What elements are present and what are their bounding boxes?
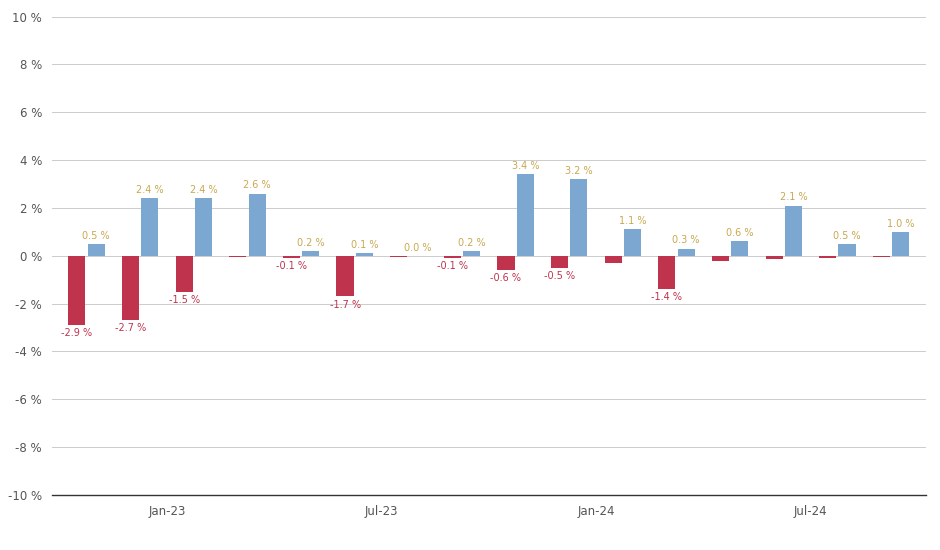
Bar: [195, 199, 212, 256]
Bar: [497, 256, 514, 270]
Bar: [390, 256, 407, 257]
Bar: [838, 244, 855, 256]
Text: -1.4 %: -1.4 %: [651, 293, 682, 303]
Text: 2.4 %: 2.4 %: [136, 185, 164, 195]
Text: 0.5 %: 0.5 %: [833, 230, 861, 241]
Bar: [69, 256, 86, 325]
Bar: [785, 206, 802, 256]
Bar: [571, 179, 588, 256]
Text: -0.1 %: -0.1 %: [437, 261, 468, 271]
Bar: [141, 199, 159, 256]
Bar: [302, 251, 320, 256]
Bar: [819, 256, 837, 258]
Text: 0.0 %: 0.0 %: [404, 243, 431, 252]
Text: 2.4 %: 2.4 %: [190, 185, 217, 195]
Text: 0.6 %: 0.6 %: [726, 228, 754, 238]
Text: 0.1 %: 0.1 %: [351, 240, 378, 250]
Text: 3.2 %: 3.2 %: [565, 166, 593, 176]
Bar: [283, 256, 300, 258]
Text: -1.7 %: -1.7 %: [330, 300, 361, 310]
Bar: [551, 256, 568, 268]
Text: 1.0 %: 1.0 %: [887, 219, 915, 229]
Text: 0.3 %: 0.3 %: [672, 235, 700, 245]
Text: -0.5 %: -0.5 %: [544, 271, 575, 281]
Bar: [731, 241, 748, 256]
Text: -2.7 %: -2.7 %: [115, 323, 146, 333]
Bar: [248, 194, 266, 256]
Text: -0.1 %: -0.1 %: [276, 261, 307, 271]
Bar: [604, 256, 621, 263]
Bar: [712, 256, 729, 261]
Bar: [229, 256, 246, 257]
Bar: [337, 256, 353, 296]
Text: -2.9 %: -2.9 %: [61, 328, 92, 338]
Text: -0.6 %: -0.6 %: [491, 273, 522, 283]
Bar: [176, 256, 193, 292]
Bar: [765, 256, 783, 260]
Bar: [122, 256, 139, 320]
Bar: [517, 174, 534, 256]
Text: 1.1 %: 1.1 %: [619, 216, 647, 226]
Bar: [678, 249, 695, 256]
Text: 2.1 %: 2.1 %: [779, 192, 807, 202]
Bar: [87, 244, 104, 256]
Text: 3.4 %: 3.4 %: [511, 161, 539, 171]
Bar: [444, 256, 461, 258]
Bar: [873, 256, 890, 257]
Text: -1.5 %: -1.5 %: [168, 295, 199, 305]
Text: 2.6 %: 2.6 %: [243, 180, 271, 190]
Bar: [658, 256, 676, 289]
Bar: [892, 232, 909, 256]
Text: 0.2 %: 0.2 %: [297, 238, 324, 248]
Text: 0.5 %: 0.5 %: [83, 230, 110, 241]
Text: 0.2 %: 0.2 %: [458, 238, 485, 248]
Bar: [463, 251, 480, 256]
Bar: [624, 229, 641, 256]
Bar: [356, 254, 373, 256]
